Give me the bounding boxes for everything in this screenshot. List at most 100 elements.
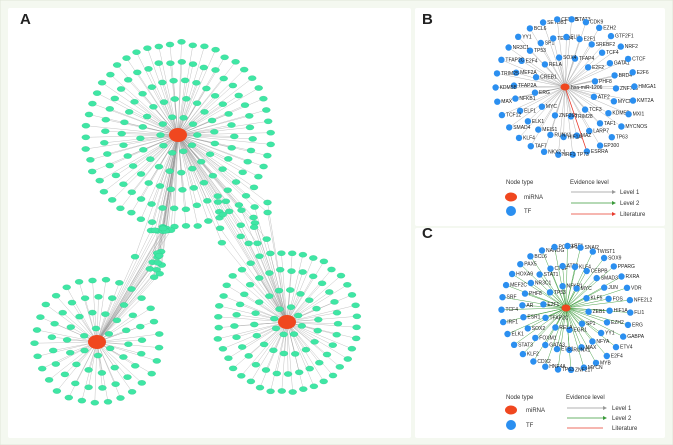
tf-node bbox=[589, 248, 596, 255]
tf-node bbox=[251, 361, 261, 368]
tf-node bbox=[181, 206, 191, 213]
tf-label: MYC bbox=[581, 286, 593, 292]
tf-label: TP63 bbox=[562, 367, 574, 373]
tf-node bbox=[123, 374, 132, 380]
legend-c-level1-label: Level 1 bbox=[612, 406, 632, 412]
edge bbox=[565, 307, 631, 313]
edge bbox=[286, 276, 314, 323]
tf-label: KLF2 bbox=[527, 352, 539, 358]
tf-label: KMT2A bbox=[637, 98, 654, 104]
tf-label: TFAP2C bbox=[550, 315, 569, 321]
tf-node bbox=[500, 318, 507, 326]
edge bbox=[554, 246, 567, 309]
edge bbox=[96, 228, 164, 343]
tf-node bbox=[136, 323, 145, 330]
tf-node bbox=[347, 292, 357, 298]
edge bbox=[286, 321, 334, 376]
edge bbox=[495, 86, 566, 88]
tf-node bbox=[128, 312, 138, 319]
tf-node bbox=[309, 255, 318, 261]
tf-node bbox=[106, 71, 115, 78]
tf-node bbox=[232, 312, 241, 318]
tf-node bbox=[224, 111, 233, 117]
tf-node bbox=[210, 140, 219, 147]
tf-node bbox=[568, 16, 575, 23]
tf-node bbox=[335, 364, 344, 370]
tf-node bbox=[192, 80, 201, 86]
tf-node bbox=[493, 70, 501, 77]
edge bbox=[286, 261, 325, 323]
tf-node bbox=[228, 273, 237, 279]
tf-node bbox=[535, 126, 542, 133]
edge bbox=[516, 72, 566, 88]
edge bbox=[556, 307, 567, 350]
tf-node bbox=[158, 205, 167, 211]
legend-c-mirna-swatch bbox=[505, 405, 517, 415]
tf-label: RUNX1 bbox=[554, 132, 571, 138]
tf-node bbox=[60, 371, 70, 378]
edge bbox=[177, 134, 220, 212]
edge bbox=[541, 86, 566, 107]
tf-label: ZNF263 bbox=[559, 113, 577, 119]
edge bbox=[96, 230, 169, 343]
tf-label: E2F4 bbox=[526, 58, 538, 64]
tf-node bbox=[532, 74, 540, 81]
tf-node bbox=[264, 118, 273, 125]
tf-node bbox=[527, 143, 534, 150]
tf-node bbox=[626, 296, 634, 304]
tf-node bbox=[231, 59, 240, 65]
edge bbox=[521, 60, 566, 88]
tf-node bbox=[240, 66, 249, 73]
tf-label: E2F1 bbox=[547, 302, 559, 308]
edge bbox=[564, 86, 601, 146]
tf-node bbox=[618, 123, 625, 130]
shared-tf-node bbox=[263, 199, 272, 206]
edge bbox=[241, 210, 288, 323]
tf-node bbox=[510, 82, 518, 89]
shared-tf-node bbox=[155, 270, 164, 277]
edge bbox=[177, 134, 268, 213]
edge bbox=[177, 87, 259, 136]
edge bbox=[152, 134, 179, 263]
edge bbox=[84, 298, 98, 343]
legend-b-node-type-title: Node type bbox=[506, 180, 534, 186]
tf-node bbox=[188, 61, 198, 67]
tf-node bbox=[88, 309, 97, 316]
tf-label: EZH2 bbox=[603, 25, 616, 31]
tf-node bbox=[515, 134, 523, 142]
panel-c-hub-node bbox=[561, 304, 571, 312]
edge bbox=[542, 22, 566, 88]
edge bbox=[170, 134, 179, 231]
tf-node bbox=[108, 295, 117, 301]
tf-node bbox=[88, 277, 97, 284]
tf-node bbox=[154, 163, 164, 170]
tf-node bbox=[58, 309, 67, 316]
tf-node bbox=[222, 282, 231, 289]
tf-node bbox=[127, 286, 136, 292]
tf-node bbox=[498, 306, 505, 313]
edge bbox=[177, 134, 229, 160]
tf-node bbox=[571, 263, 579, 271]
tf-node bbox=[266, 388, 275, 395]
edge bbox=[161, 134, 179, 266]
tf-node bbox=[530, 358, 537, 365]
tf-node bbox=[188, 121, 198, 127]
tf-label: TP73 bbox=[577, 152, 589, 158]
tf-node bbox=[131, 363, 140, 369]
tf-label: HMGA1 bbox=[638, 84, 656, 90]
tf-label: MYC bbox=[546, 104, 558, 110]
hub-bottom-right-node bbox=[278, 315, 296, 329]
edge bbox=[225, 201, 288, 323]
tf-node bbox=[168, 114, 177, 120]
tf-node bbox=[332, 309, 342, 316]
tf-node bbox=[95, 177, 104, 184]
tf-label: NFE2L2 bbox=[634, 298, 653, 304]
tf-label: TWIST1 bbox=[597, 249, 616, 255]
tf-label: KDM5B bbox=[500, 85, 518, 91]
edge bbox=[96, 341, 142, 384]
edge bbox=[513, 85, 566, 88]
tf-label: EP300 bbox=[604, 143, 619, 149]
tf-node bbox=[220, 54, 229, 61]
tf-node bbox=[166, 186, 176, 193]
tf-node bbox=[30, 340, 39, 346]
